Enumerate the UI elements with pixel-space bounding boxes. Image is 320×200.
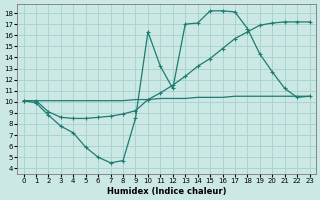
X-axis label: Humidex (Indice chaleur): Humidex (Indice chaleur) [107,187,226,196]
